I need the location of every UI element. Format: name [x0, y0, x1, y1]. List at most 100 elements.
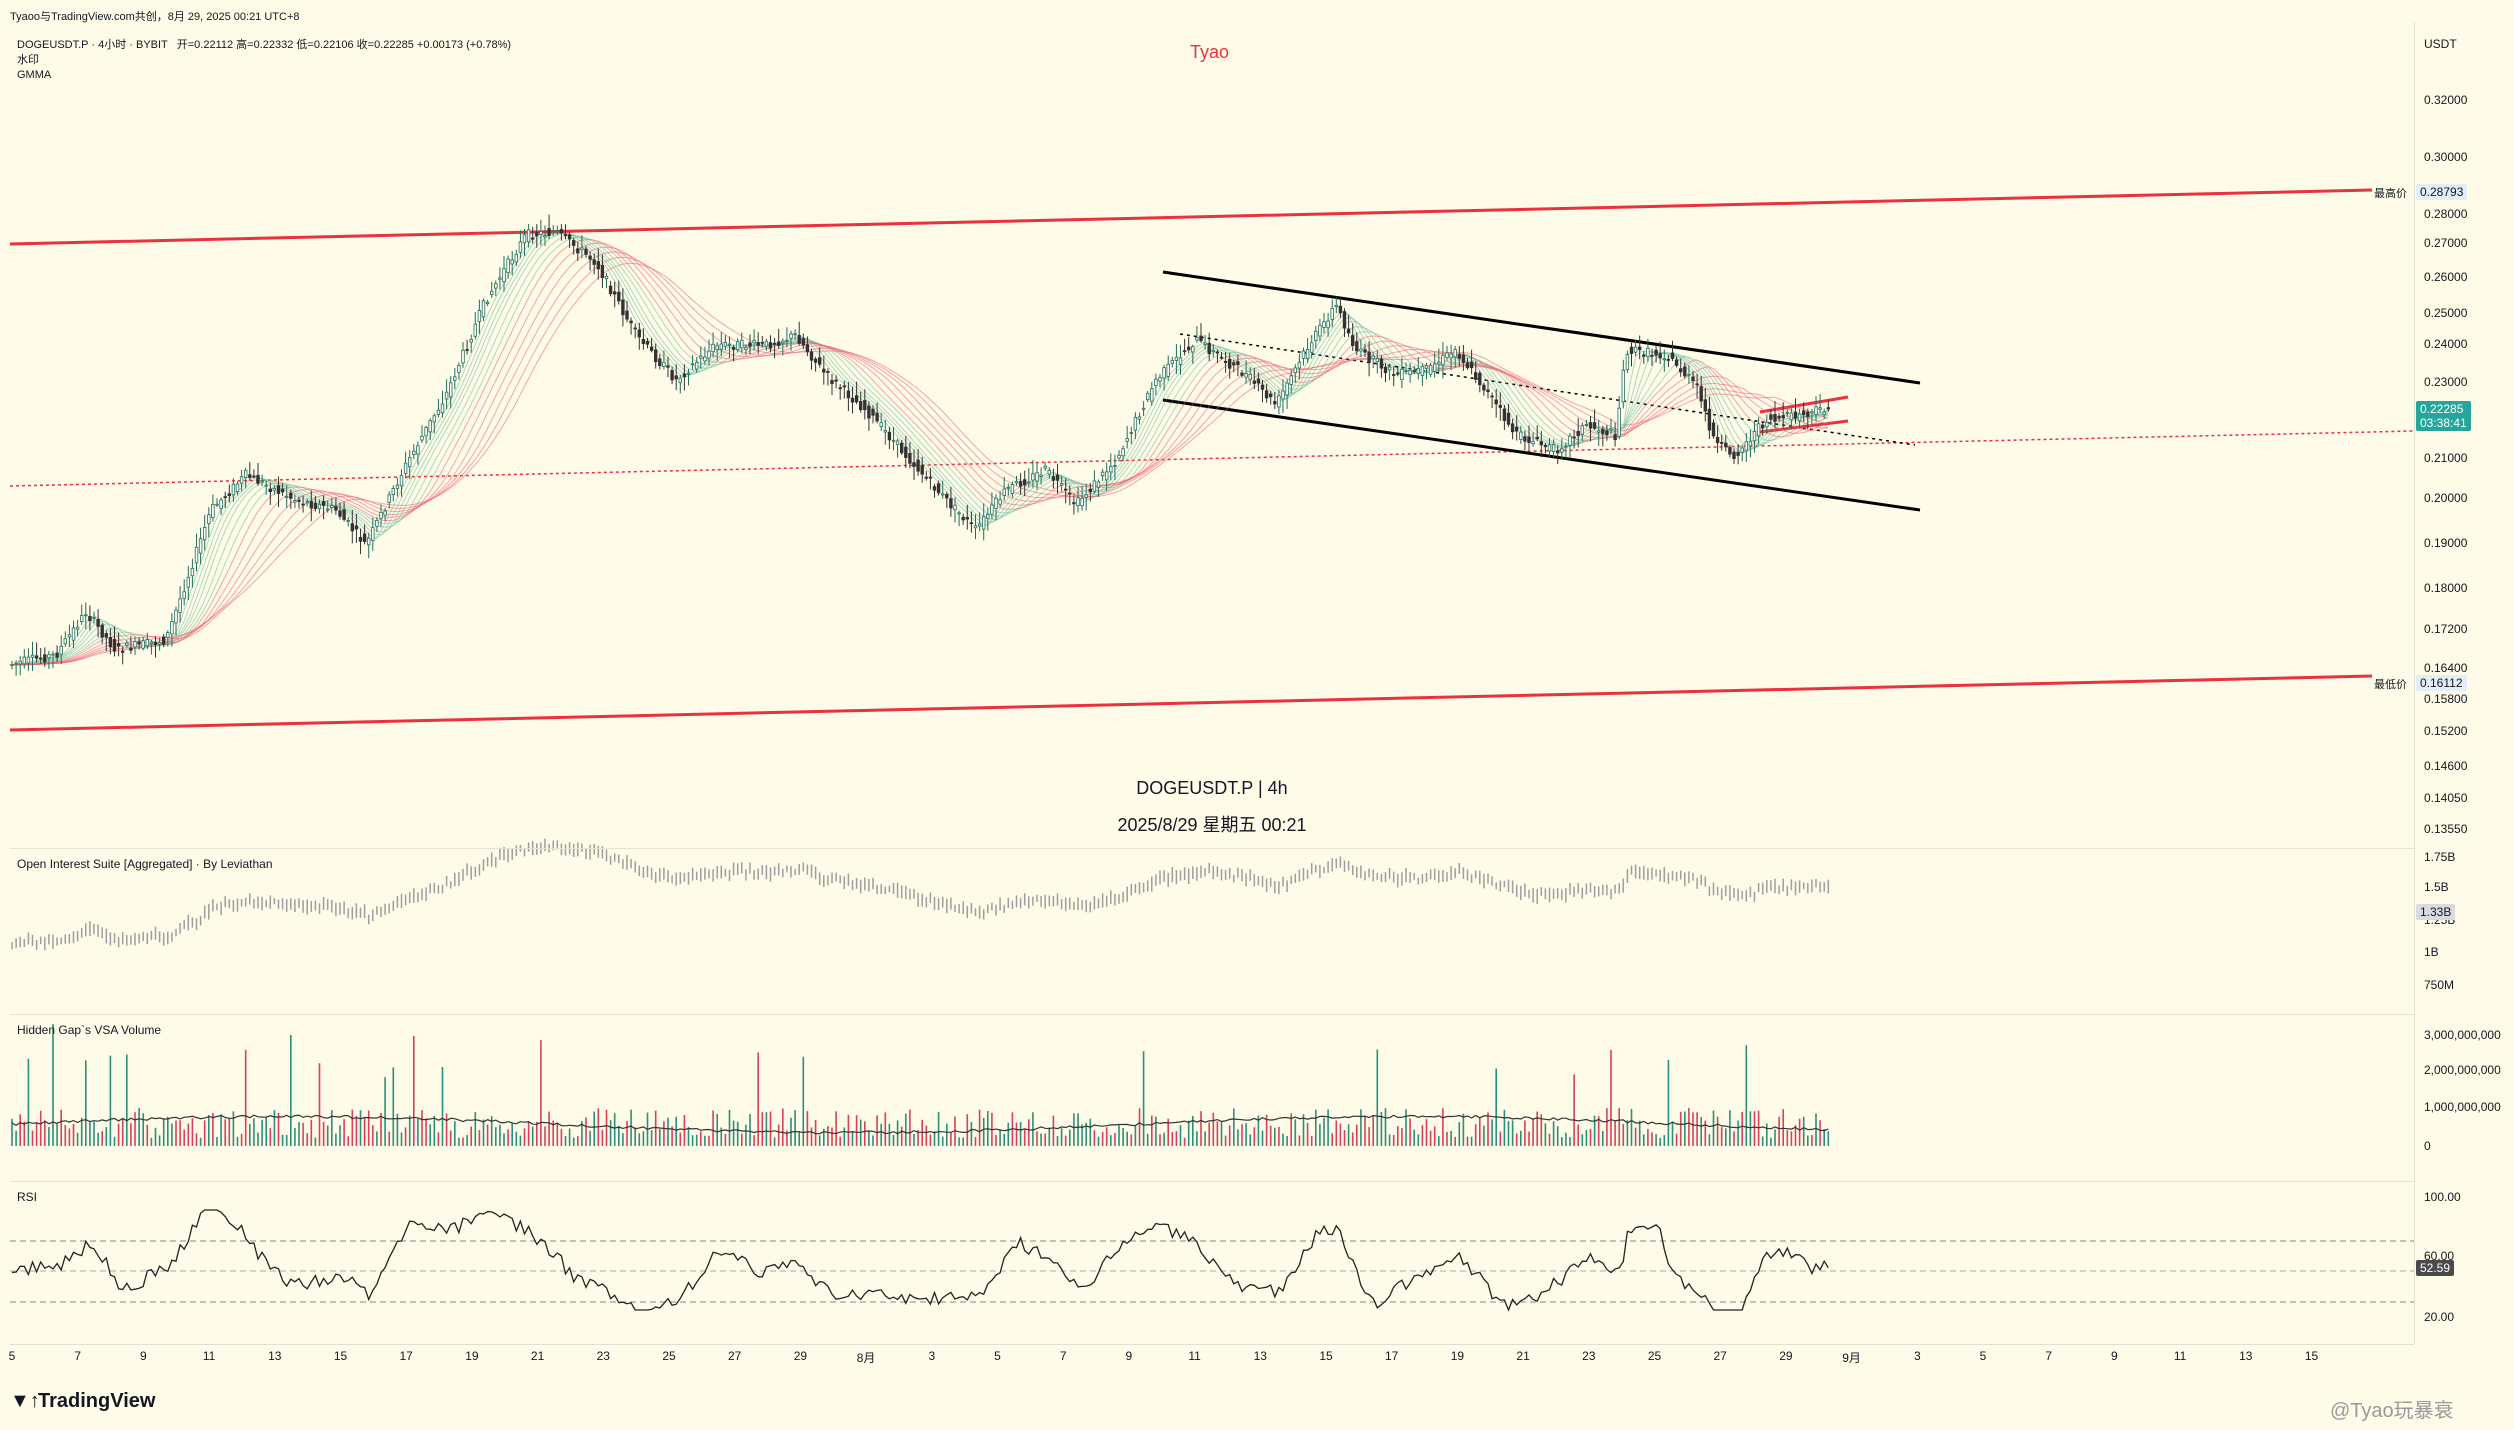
- candle-body: [1469, 361, 1474, 369]
- candle-body: [289, 492, 293, 499]
- candle-body: [309, 501, 313, 509]
- candle-body: [1654, 349, 1658, 356]
- candle-body: [1519, 431, 1523, 440]
- candle-body: [1761, 424, 1765, 429]
- candle-body: [1510, 423, 1515, 433]
- candle-body: [1289, 375, 1293, 385]
- candle-body: [227, 493, 231, 497]
- candle-body: [383, 510, 387, 516]
- time-tick-label: 25: [662, 1349, 676, 1363]
- candle-body: [1707, 408, 1712, 431]
- candle-body: [1580, 425, 1584, 435]
- candle-body: [1633, 346, 1638, 353]
- candle-body: [26, 656, 31, 664]
- rsi-pane-title[interactable]: RSI: [17, 1190, 38, 1204]
- candle-body: [47, 654, 51, 659]
- candle-body: [604, 275, 609, 280]
- gmma-line: [9, 234, 1829, 666]
- candle-body: [1355, 341, 1359, 352]
- candle-body: [1342, 311, 1347, 329]
- vsa-pane-title[interactable]: Hidden Gap`s VSA Volume: [17, 1023, 162, 1037]
- candle-body: [1433, 363, 1437, 372]
- candle-body: [531, 237, 535, 240]
- candle-body: [793, 333, 797, 336]
- candle-body: [686, 372, 691, 375]
- candle-body: [137, 641, 141, 645]
- time-tick-label: 15: [2304, 1349, 2319, 1363]
- candle-body: [1301, 350, 1306, 359]
- candle-body: [375, 520, 379, 527]
- candle-body: [1031, 473, 1035, 481]
- currency-label[interactable]: USDT: [2424, 37, 2457, 51]
- candle-body: [440, 403, 445, 414]
- candle-body: [1014, 481, 1019, 484]
- candle-body: [965, 517, 969, 520]
- time-tick-label: 17: [399, 1349, 413, 1363]
- gmma-line: [10, 262, 1829, 666]
- candle-body: [1314, 330, 1318, 341]
- candle-body: [1051, 476, 1056, 481]
- candle-body: [1523, 436, 1527, 442]
- candle-body: [1756, 423, 1761, 437]
- candle-body: [1047, 469, 1051, 475]
- vsa-tick-label: 2,000,000,000: [2424, 1063, 2501, 1077]
- symbol-name[interactable]: DOGEUSDT.P · 4小时 · BYBIT: [17, 39, 168, 51]
- candle-body: [96, 619, 100, 627]
- pane-separator[interactable]: [10, 848, 2414, 849]
- candle-body: [1818, 407, 1822, 410]
- candle-body: [518, 241, 523, 253]
- candle-body: [264, 484, 268, 487]
- candle-body: [871, 408, 875, 416]
- candle-body: [1232, 362, 1236, 366]
- pane-separator[interactable]: [10, 1181, 2414, 1182]
- symbol-info-line[interactable]: DOGEUSDT.P · 4小时 · BYBIT 开=0.22112 高=0.2…: [17, 36, 511, 52]
- candle-body: [986, 514, 990, 520]
- candle-body: [1330, 308, 1334, 320]
- candle-body: [231, 483, 236, 496]
- time-tick-label: 15: [333, 1349, 348, 1363]
- candle-body: [1252, 380, 1256, 384]
- candle-body: [280, 488, 285, 493]
- candle-body: [727, 343, 732, 346]
- candle-body: [1109, 466, 1113, 473]
- social-credit: @Tyao玩暴衰: [2330, 1400, 2454, 1422]
- oi-pane-title[interactable]: Open Interest Suite [Aggregated] · By Le…: [17, 857, 273, 871]
- candle-body: [1080, 498, 1084, 507]
- time-tick-label: 7: [2045, 1349, 2053, 1363]
- indicator-watermark[interactable]: 水印: [17, 54, 39, 66]
- candle-body: [1162, 367, 1166, 379]
- candle-body: [908, 452, 912, 464]
- candle-body: [494, 283, 498, 289]
- candle-body: [268, 488, 272, 493]
- candle-body: [555, 230, 559, 232]
- price-tick-label: 0.30000: [2424, 150, 2468, 164]
- candle-body: [346, 519, 350, 522]
- candle-body: [1498, 404, 1502, 408]
- time-scale[interactable]: [10, 1344, 2414, 1365]
- time-tick-label: 25: [1647, 1349, 1662, 1363]
- dotted-support-line: [9, 430, 2415, 487]
- time-tick-label: 19: [465, 1349, 479, 1363]
- candle-body: [1551, 444, 1556, 452]
- candle-body: [1724, 442, 1728, 448]
- candle-body: [617, 291, 621, 302]
- candle-body: [928, 476, 933, 479]
- candle-body: [1449, 353, 1453, 359]
- indicator-gmma[interactable]: GMMA: [17, 69, 52, 81]
- candle-body: [977, 523, 982, 527]
- candle-body: [1543, 444, 1548, 448]
- candle-body: [416, 445, 420, 455]
- candle-body: [1547, 444, 1552, 452]
- candle-body: [744, 347, 748, 350]
- last-price-badge: 0.22285 03:38:41: [2416, 401, 2471, 431]
- candle-body: [1264, 390, 1269, 399]
- tradingview-logo[interactable]: ▼↑TradingView: [10, 1390, 155, 1413]
- candle-body: [1113, 465, 1117, 467]
- time-tick-label: 27: [728, 1349, 742, 1363]
- candle-body: [1269, 393, 1273, 398]
- pane-separator[interactable]: [10, 1014, 2414, 1015]
- upper-channel-line: [9, 188, 2373, 246]
- candle-body: [1363, 349, 1367, 353]
- price-tick-label: 0.28000: [2424, 207, 2468, 221]
